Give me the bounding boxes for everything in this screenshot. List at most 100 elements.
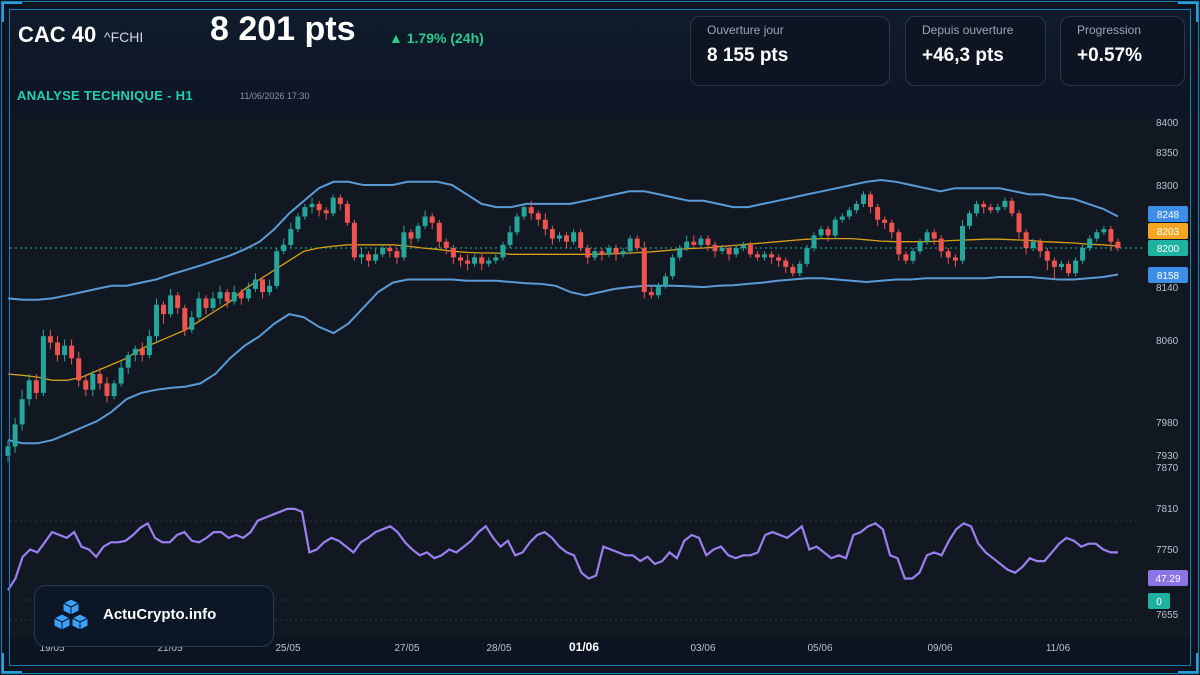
y-tick-label: 7750 [1156,545,1179,556]
y-tick-label: 7980 [1156,418,1179,429]
brand-name: ActuCrypto.info [103,606,217,623]
stat-card-open: Ouverture jour 8 155 pts [690,16,890,86]
symbol-name: CAC 40 [18,22,97,47]
candle-up [606,248,612,255]
x-tick-label: 05/06 [807,643,832,654]
candle-down [825,229,831,236]
x-tick-label: 21/05 [157,643,182,654]
y-tick-label: 8350 [1156,148,1179,159]
candle-up [1002,200,1008,208]
candle-down [889,222,895,233]
candle-down [465,260,471,264]
candle-up [309,203,315,208]
x-tick-label: 28/05 [486,643,511,654]
candle-up [811,235,817,248]
candle-up [684,241,690,248]
candle-up [5,446,11,456]
candle-up [422,216,428,226]
candle-up [154,304,159,337]
candle-up [1073,260,1079,274]
candle-down [754,254,760,258]
candle-up [1080,248,1086,261]
candle-up [253,279,258,289]
candle-up [853,203,859,211]
candle-down [747,244,753,255]
candle-up [733,248,739,255]
candle-down [896,232,902,255]
candle-up [295,216,301,230]
candle-down [394,251,400,258]
candle-up [924,232,930,242]
candle-down [578,232,584,249]
candle-down [1051,260,1057,267]
candle-down [323,210,329,214]
candle-down [69,345,75,359]
y-tick-label: 8300 [1156,181,1179,192]
x-tick-label: 11/06 [1046,643,1071,654]
candle-down [76,358,82,381]
candle-up [281,244,287,252]
candle-up [146,336,152,356]
candle-down [139,348,145,356]
candle-down [1016,213,1022,233]
candle-up [1094,232,1100,239]
candle-up [974,203,980,214]
candle-up [698,238,704,245]
candle-up [670,257,676,277]
stat-label: Ouverture jour [707,23,784,37]
stat-label: Progression [1077,23,1142,37]
candle-down [203,298,209,308]
x-tick-label: 09/06 [927,643,952,654]
candles-group [5,191,1121,463]
candle-down [33,380,39,393]
stat-card-progress: Progression +0.57% [1060,16,1185,86]
candle-down [1037,241,1043,252]
candle-up [217,292,223,299]
candle-up [818,229,824,236]
candle-down [613,248,619,255]
candle-up [302,207,308,217]
x-tick-label: 03/06 [690,643,715,654]
candle-up [62,345,68,356]
price-badge-bg [1148,240,1188,256]
candle-down [542,219,548,230]
candle-up [839,216,845,220]
candle-up [245,288,251,299]
ticker-code: ^FCHI [104,29,144,45]
candle-down [55,342,60,356]
candle-up [740,244,746,248]
candle-down [776,257,782,261]
y-tick-label: 7930 [1156,451,1179,462]
candle-down [161,304,166,315]
candle-down [528,207,534,214]
candle-up [1087,238,1093,248]
candle-down [366,254,372,261]
candle-down [648,292,654,296]
candle-down [1115,241,1121,248]
candle-down [931,232,937,239]
candle-down [1009,200,1015,214]
candle-down [408,232,414,239]
timestamp: 11/06/2026 17:30 [240,91,310,101]
candle-up [196,298,202,318]
candle-down [351,222,357,258]
candle-down [1108,229,1114,242]
current-price: 8 201 pts [210,10,356,48]
stat-card-since-open: Depuis ouverture +46,3 pts [905,16,1046,86]
candle-down [549,229,555,239]
candle-down [479,257,485,264]
candle-down [790,266,796,274]
candle-up [557,235,562,239]
candle-up [500,244,506,258]
cubes-logo-icon [52,598,90,631]
candle-down [182,307,188,330]
candle-up [967,213,972,226]
candle-up [26,380,32,400]
candle-up [125,355,131,368]
candle-up [514,216,520,233]
y-tick-label: 8400 [1156,118,1179,129]
candle-down [1044,251,1050,261]
candle-down [585,248,591,258]
stat-label: Depuis ouverture [922,23,1014,37]
